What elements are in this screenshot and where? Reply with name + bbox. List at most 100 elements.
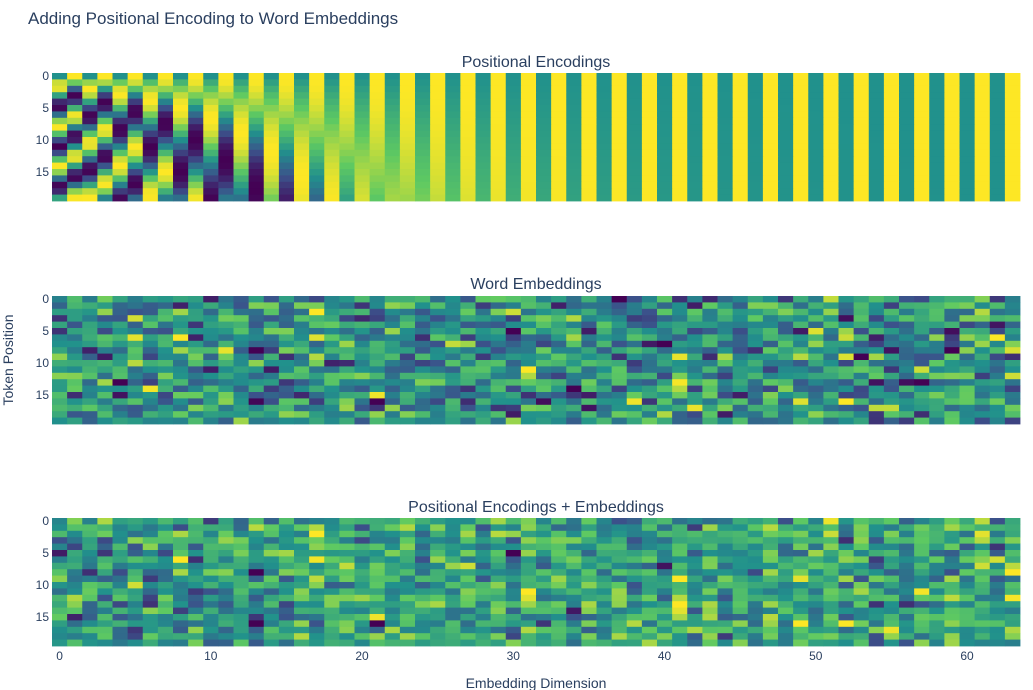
heatmap-cell-word xyxy=(460,385,476,393)
heatmap-cell-sum xyxy=(188,626,204,634)
heatmap-cell-word xyxy=(112,347,129,354)
heatmap-cell-positional xyxy=(430,105,446,112)
heatmap-cell-word xyxy=(883,302,900,310)
heatmap-cell-positional xyxy=(520,169,537,176)
heatmap-cell-word xyxy=(248,340,265,348)
heatmap-cell-word xyxy=(339,308,355,316)
heatmap-cell-positional xyxy=(490,169,507,176)
heatmap-cell-sum xyxy=(702,562,718,570)
heatmap-cell-positional xyxy=(369,156,386,163)
heatmap-cell-word xyxy=(717,315,734,322)
heatmap-cell-word xyxy=(868,404,885,412)
heatmap-cell-word xyxy=(52,340,68,348)
heatmap-cell-word xyxy=(914,296,930,303)
heatmap-cell-positional xyxy=(430,111,446,119)
heatmap-cell-sum xyxy=(475,594,492,602)
heatmap-cell-word xyxy=(475,340,492,348)
heatmap-cell-positional xyxy=(974,130,991,138)
heatmap-cell-word xyxy=(430,315,446,322)
heatmap-cell-sum xyxy=(929,582,945,589)
heatmap-cell-sum xyxy=(793,582,809,589)
heatmap-cell-word xyxy=(989,321,1006,329)
heatmap-cell-word xyxy=(657,315,673,322)
heatmap-cell-sum xyxy=(384,569,401,576)
heatmap-cell-word xyxy=(989,366,1006,374)
heatmap-cell-word xyxy=(672,372,688,380)
heatmap-cell-sum xyxy=(142,582,159,589)
heatmap-cell-positional xyxy=(339,188,355,195)
heatmap-cell-positional xyxy=(82,124,98,131)
heatmap-cell-positional xyxy=(173,105,189,112)
heatmap-cell-word xyxy=(384,302,401,310)
heatmap-cell-positional xyxy=(611,79,628,87)
heatmap-cell-positional xyxy=(324,175,340,183)
heatmap-cell-word xyxy=(173,353,189,361)
heatmap-cell-positional xyxy=(505,130,522,138)
heatmap-cell-word xyxy=(142,328,159,335)
heatmap-cell-sum xyxy=(868,620,885,628)
heatmap-cell-positional xyxy=(868,124,885,131)
heatmap-cell-positional xyxy=(823,124,839,131)
heatmap-cell-sum xyxy=(445,620,461,628)
heatmap-cell-word xyxy=(566,417,582,425)
heatmap-cell-sum xyxy=(82,524,98,532)
heatmap-cell-sum xyxy=(82,543,98,551)
heatmap-cell-sum xyxy=(838,550,855,557)
heatmap-cell-sum xyxy=(309,588,325,596)
heatmap-cell-word xyxy=(838,417,855,425)
heatmap-cell-word xyxy=(732,392,749,399)
heatmap-cell-positional xyxy=(324,79,340,87)
heatmap-cell-positional xyxy=(596,130,613,138)
heatmap-cell-word xyxy=(294,398,310,406)
heatmap-cell-sum xyxy=(944,562,960,570)
heatmap-cell-positional xyxy=(551,188,567,195)
heatmap-cell-positional xyxy=(914,162,930,170)
heatmap-cell-word xyxy=(430,366,446,374)
heatmap-cell-positional xyxy=(263,162,280,170)
heatmap-cell-sum xyxy=(823,524,839,532)
heatmap-cell-positional xyxy=(399,85,416,93)
heatmap-cell-sum xyxy=(67,524,83,532)
heatmap-cell-positional xyxy=(203,130,219,138)
heatmap-cell-positional xyxy=(505,124,522,131)
heatmap-cell-word xyxy=(248,392,265,399)
heatmap-cell-positional xyxy=(641,162,658,170)
heatmap-cell-word xyxy=(142,308,159,316)
heatmap-cell-sum xyxy=(354,562,371,570)
heatmap-cell-positional xyxy=(536,169,552,176)
heatmap-cell-word xyxy=(657,302,673,310)
heatmap-cell-word xyxy=(157,315,174,322)
heatmap-cell-word xyxy=(596,347,613,354)
heatmap-cell-sum xyxy=(883,524,900,532)
heatmap-cell-word xyxy=(399,328,416,335)
heatmap-cell-sum xyxy=(218,530,234,538)
heatmap-cell-word xyxy=(278,379,295,386)
heatmap-cell-positional xyxy=(883,156,900,163)
heatmap-cell-word xyxy=(611,308,628,316)
heatmap-cell-positional xyxy=(747,149,764,157)
heatmap-cell-word xyxy=(611,296,628,303)
heatmap-cell-positional xyxy=(717,143,734,151)
heatmap-cell-sum xyxy=(127,633,144,640)
heatmap-cell-sum xyxy=(384,626,401,634)
heatmap-cell-positional xyxy=(959,175,976,183)
heatmap-cell-word xyxy=(793,360,809,367)
heatmap-cell-positional xyxy=(248,130,265,138)
heatmap-cell-word xyxy=(566,296,582,303)
heatmap-cell-word xyxy=(384,321,401,329)
heatmap-cell-positional xyxy=(1004,73,1021,80)
heatmap-cell-positional xyxy=(823,169,839,176)
heatmap-cell-positional xyxy=(263,175,280,183)
heatmap-cell-word xyxy=(520,347,537,354)
heatmap-cell-positional xyxy=(536,124,552,131)
heatmap-cell-positional xyxy=(278,169,295,176)
heatmap-cell-sum xyxy=(218,518,234,525)
heatmap-cell-sum xyxy=(883,601,900,608)
heatmap-cell-word xyxy=(460,308,476,316)
heatmap-cell-positional xyxy=(188,73,204,80)
heatmap-cell-word xyxy=(536,334,552,342)
heatmap-cell-word xyxy=(520,328,537,335)
heatmap-cell-positional xyxy=(430,175,446,183)
heatmap-cell-sum xyxy=(460,614,476,621)
heatmap-cell-sum xyxy=(399,550,416,557)
